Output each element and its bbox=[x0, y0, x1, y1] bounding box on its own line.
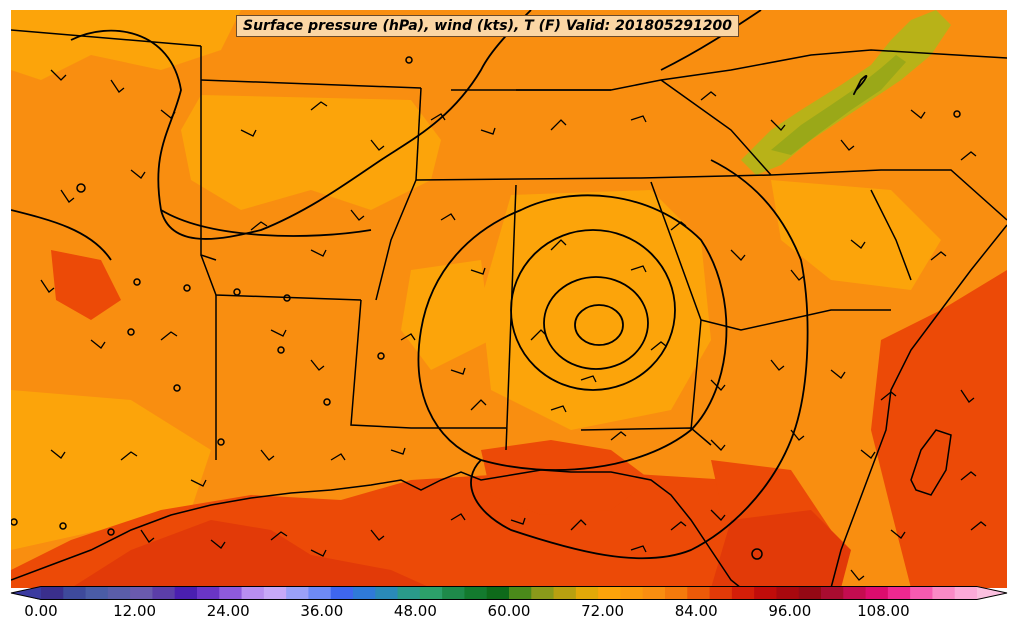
colorbar-swatch bbox=[887, 586, 911, 600]
colorbar-tick-label: 108.00 bbox=[857, 602, 910, 620]
colorbar-swatch bbox=[397, 586, 421, 600]
colorbar-swatch bbox=[152, 586, 176, 600]
temperature-field-warm bbox=[871, 270, 1007, 588]
colorbar-swatch bbox=[197, 586, 220, 600]
temperature-field-warm bbox=[51, 250, 121, 320]
colorbar-swatch bbox=[575, 586, 599, 600]
colorbar-swatch bbox=[553, 586, 577, 600]
temperature-field-hot bbox=[71, 520, 431, 588]
colorbar-extend-max bbox=[977, 586, 1007, 600]
colorbar-swatch bbox=[486, 586, 510, 600]
map-panel bbox=[11, 10, 1007, 588]
colorbar-tick-label: 84.00 bbox=[674, 602, 718, 620]
colorbar-swatch bbox=[910, 586, 933, 600]
temperature-field-light bbox=[181, 95, 441, 210]
colorbar-swatch bbox=[419, 586, 443, 600]
colorbar-tick-label: 72.00 bbox=[581, 602, 625, 620]
colorbar-swatch bbox=[63, 586, 87, 600]
colorbar-swatch bbox=[709, 586, 733, 600]
state-borders bbox=[11, 29, 1007, 460]
colorbar-swatch bbox=[954, 586, 978, 600]
temperature-colorbar bbox=[10, 586, 1008, 600]
colorbar-swatch bbox=[642, 586, 666, 600]
colorbar-tick-label: 24.00 bbox=[206, 602, 250, 620]
colorbar-swatch bbox=[85, 586, 109, 600]
map-canvas bbox=[11, 10, 1007, 588]
colorbar-swatch bbox=[843, 586, 867, 600]
temperature-field-light bbox=[11, 10, 241, 80]
colorbar-swatch bbox=[286, 586, 309, 600]
calm-wind-circles bbox=[11, 56, 961, 560]
colorbar-swatch bbox=[932, 586, 956, 600]
colorbar-swatch bbox=[330, 586, 354, 600]
temperature-field-mountain bbox=[771, 55, 906, 155]
colorbar-swatch bbox=[731, 586, 755, 600]
colorbar-swatch bbox=[509, 586, 532, 600]
temperature-field-light bbox=[401, 260, 491, 370]
colorbar-swatch bbox=[665, 586, 688, 600]
map-title: Surface pressure (hPa), wind (kts), T (F… bbox=[236, 15, 740, 37]
colorbar-swatch bbox=[687, 586, 711, 600]
colorbar-tick-label: 0.00 bbox=[24, 602, 58, 620]
colorbar-swatch bbox=[174, 586, 198, 600]
colorbar-swatch bbox=[442, 586, 465, 600]
colorbar-swatch bbox=[754, 586, 777, 600]
colorbar-swatch bbox=[821, 586, 844, 600]
isobars bbox=[11, 10, 868, 560]
coastline bbox=[11, 469, 742, 588]
coastline bbox=[830, 224, 1007, 588]
colorbar-swatch bbox=[263, 586, 287, 600]
colorbar-outline bbox=[10, 586, 1008, 600]
lake-outline bbox=[910, 429, 952, 496]
colorbar-swatch bbox=[375, 586, 399, 600]
colorbar-swatch bbox=[598, 586, 621, 600]
colorbar-tick-label: 96.00 bbox=[768, 602, 812, 620]
colorbar-swatch bbox=[219, 586, 243, 600]
colorbar-swatch bbox=[41, 586, 64, 600]
temperature-field-light bbox=[771, 180, 941, 290]
colorbar-swatch bbox=[531, 586, 555, 600]
temperature-field-hot bbox=[711, 510, 851, 588]
colorbar-swatch bbox=[865, 586, 889, 600]
colorbar-tick-label: 48.00 bbox=[393, 602, 437, 620]
colorbar-swatch bbox=[241, 586, 265, 600]
colorbar-tick-label: 60.00 bbox=[487, 602, 531, 620]
colorbar-swatch bbox=[620, 586, 644, 600]
colorbar-tick-label: 12.00 bbox=[113, 602, 157, 620]
temperature-field-warm bbox=[481, 440, 651, 515]
colorbar-swatch bbox=[798, 586, 822, 600]
colorbar-tick-labels: 0.00 12.00 24.00 36.00 48.00 60.00 72.00 84.00 9… bbox=[0, 602, 1018, 626]
colorbar-swatch bbox=[130, 586, 153, 600]
colorbar-swatch bbox=[464, 586, 488, 600]
colorbar-tick-label: 36.00 bbox=[300, 602, 344, 620]
colorbar-extend-min bbox=[11, 586, 41, 600]
colorbar-swatch bbox=[353, 586, 376, 600]
colorbar-swatch bbox=[107, 586, 131, 600]
colorbar-swatch bbox=[776, 586, 800, 600]
colorbar-swatch bbox=[308, 586, 332, 600]
wind-barbs bbox=[40, 69, 987, 581]
